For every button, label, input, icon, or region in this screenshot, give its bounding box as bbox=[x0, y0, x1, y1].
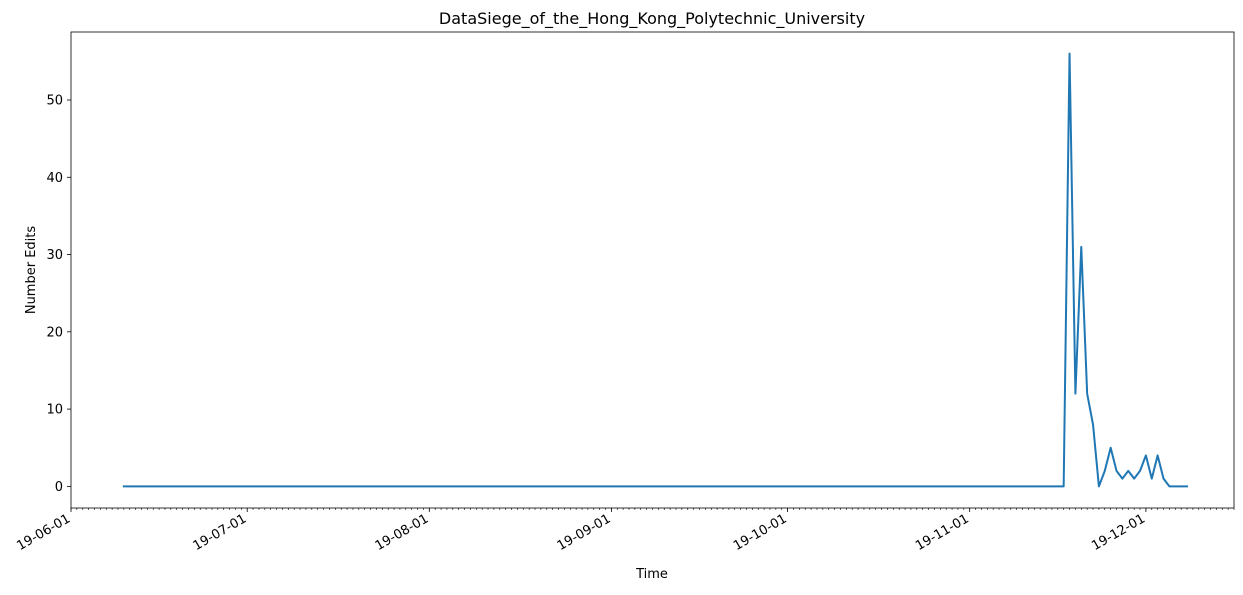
y-tick-label: 20 bbox=[46, 325, 63, 340]
x-tick-label: 19-12-01 bbox=[1089, 511, 1148, 553]
x-tick-label: 19-08-01 bbox=[373, 511, 432, 553]
x-tick-label: 19-10-01 bbox=[731, 511, 790, 553]
plot-frame bbox=[70, 31, 1235, 509]
plot-area: 19-06-01 19-07-01 19-08-01 19-09-01 19-10-01… bbox=[14, 31, 1235, 554]
x-tick-label: 19-11-01 bbox=[913, 511, 972, 553]
y-tick-label: 50 bbox=[46, 94, 63, 109]
x-tick-label: 19-07-01 bbox=[191, 511, 250, 553]
y-tick-label: 0 bbox=[55, 480, 63, 495]
x-axis-label: Time bbox=[635, 567, 668, 582]
series-line bbox=[122, 52, 1189, 488]
x-tick-label: 19-06-01 bbox=[14, 511, 73, 553]
y-tick-label: 30 bbox=[46, 248, 63, 263]
x-tick-label: 19-09-01 bbox=[555, 511, 614, 553]
y-tick-label: 10 bbox=[46, 403, 63, 418]
y-tick-label: 40 bbox=[46, 171, 63, 186]
y-axis-label: Number Edits bbox=[24, 226, 39, 315]
chart-title: DataSiege_of_the_Hong_Kong_Polytechnic_U… bbox=[439, 9, 865, 29]
